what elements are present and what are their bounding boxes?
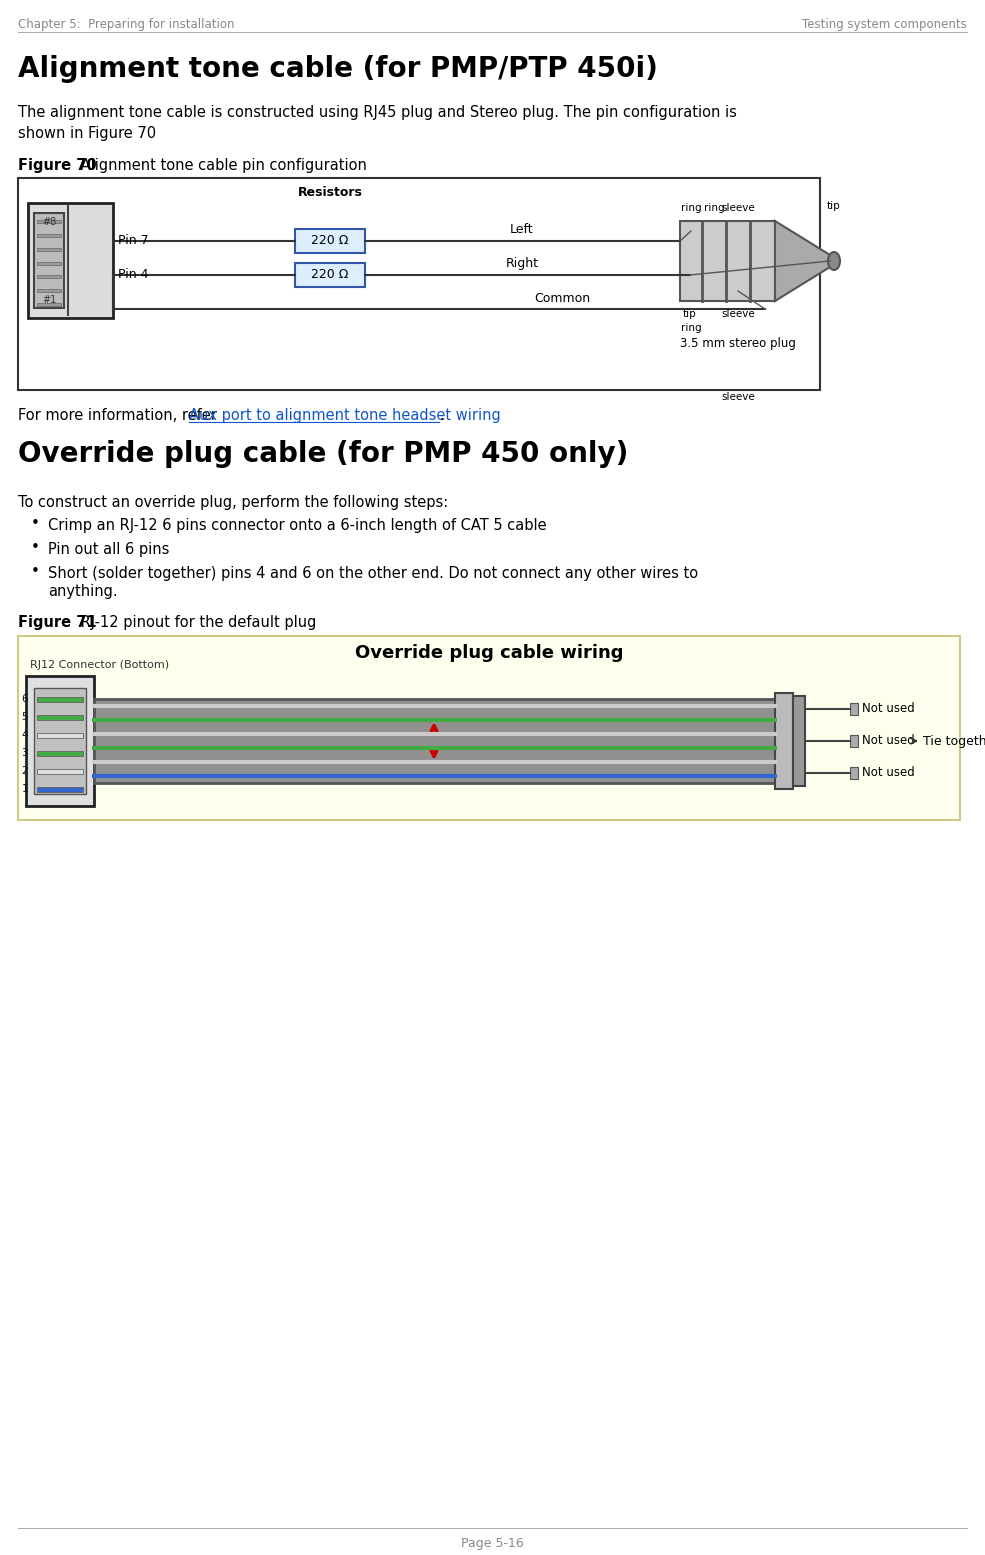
- Text: Crimp an RJ-12 6 pins connector onto a 6-inch length of CAT 5 cable: Crimp an RJ-12 6 pins connector onto a 6…: [48, 518, 547, 533]
- Text: Left: Left: [510, 222, 534, 236]
- Text: Pin out all 6 pins: Pin out all 6 pins: [48, 543, 169, 557]
- Text: •: •: [31, 540, 39, 555]
- Text: #1: #1: [42, 295, 56, 305]
- Text: Override plug cable (for PMP 450 only): Override plug cable (for PMP 450 only): [18, 440, 628, 468]
- Bar: [18, 177, 820, 390]
- Text: Override plug cable wiring: Override plug cable wiring: [355, 644, 624, 662]
- Text: Page 5-16: Page 5-16: [461, 1536, 524, 1550]
- Text: Short (solder together) pins 4 and 6 on the other end. Do not connect any other : Short (solder together) pins 4 and 6 on …: [48, 566, 698, 582]
- Text: Alignment tone cable (for PMP/PTP 450i): Alignment tone cable (for PMP/PTP 450i): [18, 54, 658, 82]
- Text: sleeve: sleeve: [721, 309, 755, 319]
- Text: Resistors: Resistors: [297, 187, 362, 199]
- Text: 5: 5: [22, 712, 28, 722]
- Bar: [37, 233, 61, 236]
- Bar: [295, 263, 365, 288]
- Text: To construct an override plug, perform the following steps:: To construct an override plug, perform t…: [18, 494, 448, 510]
- Bar: [28, 204, 113, 319]
- Text: Chapter 5:  Preparing for installation: Chapter 5: Preparing for installation: [18, 19, 234, 31]
- Text: ring: ring: [703, 204, 724, 213]
- Text: 3: 3: [22, 748, 28, 757]
- Text: Pin 7: Pin 7: [118, 235, 149, 247]
- Text: 220 Ω: 220 Ω: [311, 235, 349, 247]
- Text: tip: tip: [683, 309, 696, 319]
- Bar: [37, 770, 83, 774]
- Text: Aux port to alignment tone headset wiring: Aux port to alignment tone headset wirin…: [189, 407, 500, 423]
- Bar: [37, 697, 83, 701]
- Bar: [850, 767, 858, 779]
- Text: 220 Ω: 220 Ω: [311, 269, 349, 281]
- Text: •: •: [31, 563, 39, 578]
- Bar: [26, 676, 94, 805]
- Text: anything.: anything.: [48, 585, 117, 599]
- Text: #8: #8: [42, 218, 56, 227]
- Text: Alignment tone cable pin configuration: Alignment tone cable pin configuration: [76, 159, 366, 173]
- Text: •: •: [31, 516, 39, 530]
- Bar: [37, 715, 83, 720]
- Bar: [793, 697, 805, 785]
- Text: Not used: Not used: [862, 734, 915, 748]
- Text: Right: Right: [505, 257, 539, 271]
- Bar: [18, 636, 960, 819]
- Text: sleeve: sleeve: [721, 392, 755, 403]
- Text: For more information, refer: For more information, refer: [18, 407, 222, 423]
- Bar: [37, 275, 61, 278]
- Bar: [37, 247, 61, 250]
- Text: tip: tip: [827, 201, 841, 211]
- Text: ring: ring: [681, 323, 701, 333]
- Text: Figure 71: Figure 71: [18, 614, 97, 630]
- Bar: [37, 261, 61, 264]
- Text: Testing system components: Testing system components: [802, 19, 967, 31]
- Ellipse shape: [828, 252, 840, 271]
- Text: Not used: Not used: [862, 703, 915, 715]
- Text: RJ12 Connector (Bottom): RJ12 Connector (Bottom): [30, 659, 169, 670]
- Text: Common: Common: [534, 292, 590, 305]
- Bar: [775, 694, 793, 788]
- Bar: [37, 219, 61, 222]
- Text: Pin 4: Pin 4: [118, 269, 149, 281]
- Text: The alignment tone cable is constructed using RJ45 plug and Stereo plug. The pin: The alignment tone cable is constructed …: [18, 106, 737, 142]
- Text: ring: ring: [681, 204, 701, 213]
- Bar: [37, 787, 83, 791]
- Text: 6: 6: [22, 694, 28, 704]
- Bar: [37, 751, 83, 756]
- Text: Tie together: Tie together: [923, 734, 985, 748]
- Text: Figure 70: Figure 70: [18, 159, 97, 173]
- Bar: [680, 221, 775, 302]
- Text: 2: 2: [22, 767, 28, 776]
- Bar: [34, 213, 64, 308]
- Bar: [295, 229, 365, 253]
- Text: sleeve: sleeve: [721, 204, 755, 213]
- Bar: [37, 732, 83, 739]
- Text: .: .: [439, 407, 443, 423]
- Bar: [850, 703, 858, 715]
- Bar: [37, 289, 61, 292]
- Polygon shape: [775, 221, 830, 302]
- Text: Not used: Not used: [862, 767, 915, 779]
- Bar: [37, 303, 61, 306]
- Text: 4: 4: [22, 729, 28, 740]
- Bar: [34, 687, 86, 795]
- Bar: [850, 736, 858, 746]
- Text: 3.5 mm stereo plug: 3.5 mm stereo plug: [680, 337, 796, 350]
- Bar: [94, 700, 775, 784]
- Text: 1: 1: [22, 784, 28, 795]
- Text: RJ-12 pinout for the default plug: RJ-12 pinout for the default plug: [76, 614, 316, 630]
